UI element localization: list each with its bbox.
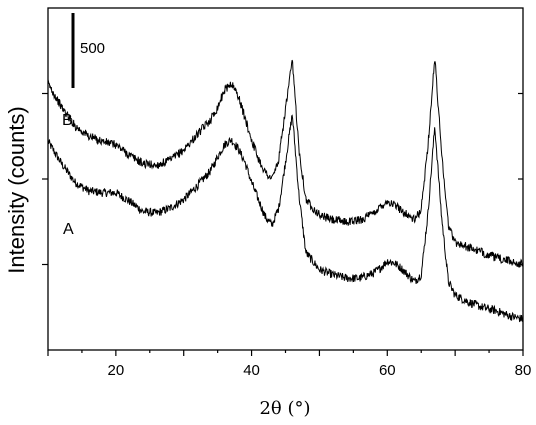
x-tick-label: 40 — [243, 362, 260, 379]
x-tick-label: 80 — [515, 362, 532, 379]
plot-frame — [47, 7, 524, 351]
series-b-line — [47, 59, 524, 268]
x-tick-label: 20 — [108, 362, 125, 379]
y-axis-title: Intensity (counts) — [4, 106, 29, 274]
curves — [47, 59, 524, 323]
curve-label-a: A — [63, 221, 74, 238]
scale-bar-label: 500 — [80, 40, 105, 57]
curve-label-b: B — [62, 112, 73, 129]
series-a-line — [47, 114, 524, 323]
x-axis-ticks: 20 40 60 80 — [47, 350, 532, 379]
x-tick-label: 60 — [379, 362, 396, 379]
x-axis-title: 2θ (°) — [259, 398, 310, 419]
